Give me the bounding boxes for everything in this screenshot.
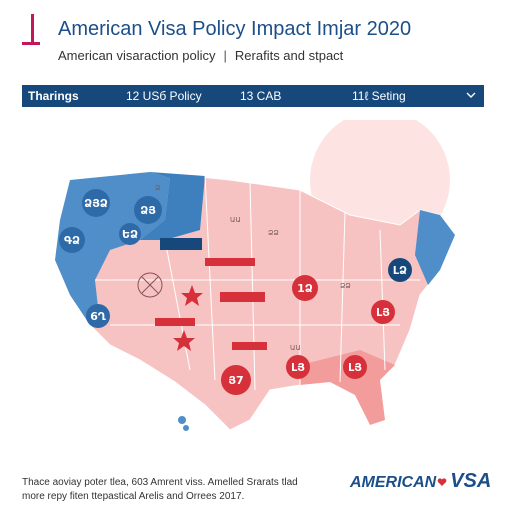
map-marker-label: ԼՅ (291, 361, 305, 374)
map-marker[interactable] (371, 300, 395, 324)
us-map: Ձ ԱԱ ՁՁ ՁՁ ԱԱ ՁՅՁ ՁՅ ԵՁ ԳՁ 6Ղ 1Ձ ԼՁ ԼՅ Լ… (54, 120, 456, 431)
compass-icon (137, 272, 163, 298)
map-marker[interactable] (59, 227, 85, 253)
map-marker-label: ԼՅ (348, 361, 362, 374)
map-marker[interactable] (292, 275, 318, 301)
subtitle-separator: | (223, 48, 227, 63)
map-marker[interactable] (86, 304, 110, 328)
map-marker[interactable] (388, 258, 412, 282)
star-icon (181, 285, 203, 306)
state-label: ՁՁ (268, 229, 279, 237)
island-marker (178, 416, 186, 424)
footnote-line: Thace aoviay poter tlea, 603 Amrent viss… (22, 477, 298, 488)
map-marker-label: 1Ձ (297, 282, 313, 295)
state-label-group: Ձ ԱԱ ՁՁ ՁՁ ԱԱ (155, 184, 351, 352)
map-marker[interactable] (119, 223, 141, 245)
star-icon (173, 330, 195, 351)
toolbar-item-tharings[interactable]: Tharings (28, 89, 79, 103)
state-label: ԱԱ (230, 216, 241, 224)
map-marker-label: ԵՁ (122, 228, 138, 241)
map-marker[interactable] (82, 189, 110, 217)
toolbar-item-cab[interactable]: 13 CAB (240, 89, 282, 103)
filter-toolbar: Tharings 12 USб Policy 13 CAB 11ℓ Seting (22, 85, 484, 107)
map-marker-label: Յ7 (228, 374, 243, 387)
island-marker (183, 425, 189, 431)
map-marker-label: 6Ղ (90, 310, 106, 323)
highlight-bar (205, 258, 255, 266)
page-title: American Visa Policy Impact Imjar 2020 (58, 18, 412, 40)
northeast-region (415, 210, 455, 285)
marker-group: ՁՅՁ ՁՅ ԵՁ ԳՁ 6Ղ 1Ձ ԼՁ ԼՅ ԼՅ ԼՅ Յ7 (59, 189, 412, 395)
map-marker[interactable] (221, 365, 251, 395)
toolbar-item-setting[interactable]: 11ℓ Seting (352, 89, 406, 103)
map-marker[interactable] (343, 355, 367, 379)
chevron-down-icon[interactable] (464, 88, 478, 102)
highlight-bar (155, 318, 195, 326)
subtitle-right: Rerafits and stpact (234, 48, 344, 63)
brand-text-american: AMERICAN (350, 474, 437, 491)
footnote-line: more repy fiten ttepastical Arelis and O… (22, 491, 245, 502)
state-label: Ձ (155, 184, 160, 192)
map-marker[interactable] (134, 196, 162, 224)
brand-text-visa: VSA (450, 470, 492, 492)
map-marker-label: ԼՁ (393, 264, 407, 277)
highlight-bar (160, 238, 202, 250)
map-marker-label: ԼՅ (376, 306, 390, 319)
logo-icon (22, 14, 40, 45)
map-marker-label: ՁՅ (140, 204, 156, 217)
gulf-coast-region (300, 350, 395, 425)
toolbar-item-policy[interactable]: 12 USб Policy (126, 89, 202, 103)
map-marker-label: ՁՅՁ (84, 197, 108, 210)
highlight-bar (220, 292, 265, 302)
heart-icon (437, 478, 447, 486)
state-label: ԱԱ (290, 344, 301, 352)
page-subtitle: American visaraction policy | Rerafits and… (58, 48, 343, 63)
state-label: ՁՁ (340, 282, 351, 290)
subtitle-left: American visaraction policy (58, 48, 216, 63)
northwest-region (140, 172, 205, 240)
map-marker-label: ԳՁ (64, 234, 80, 247)
footnote: Thace aoviay poter tlea, 603 Amrent viss… (22, 476, 322, 504)
map-marker[interactable] (286, 355, 310, 379)
compass-icon-line (141, 276, 159, 294)
highlight-bar (232, 342, 267, 350)
brand-logo: AMERICAN VSA (350, 470, 491, 493)
